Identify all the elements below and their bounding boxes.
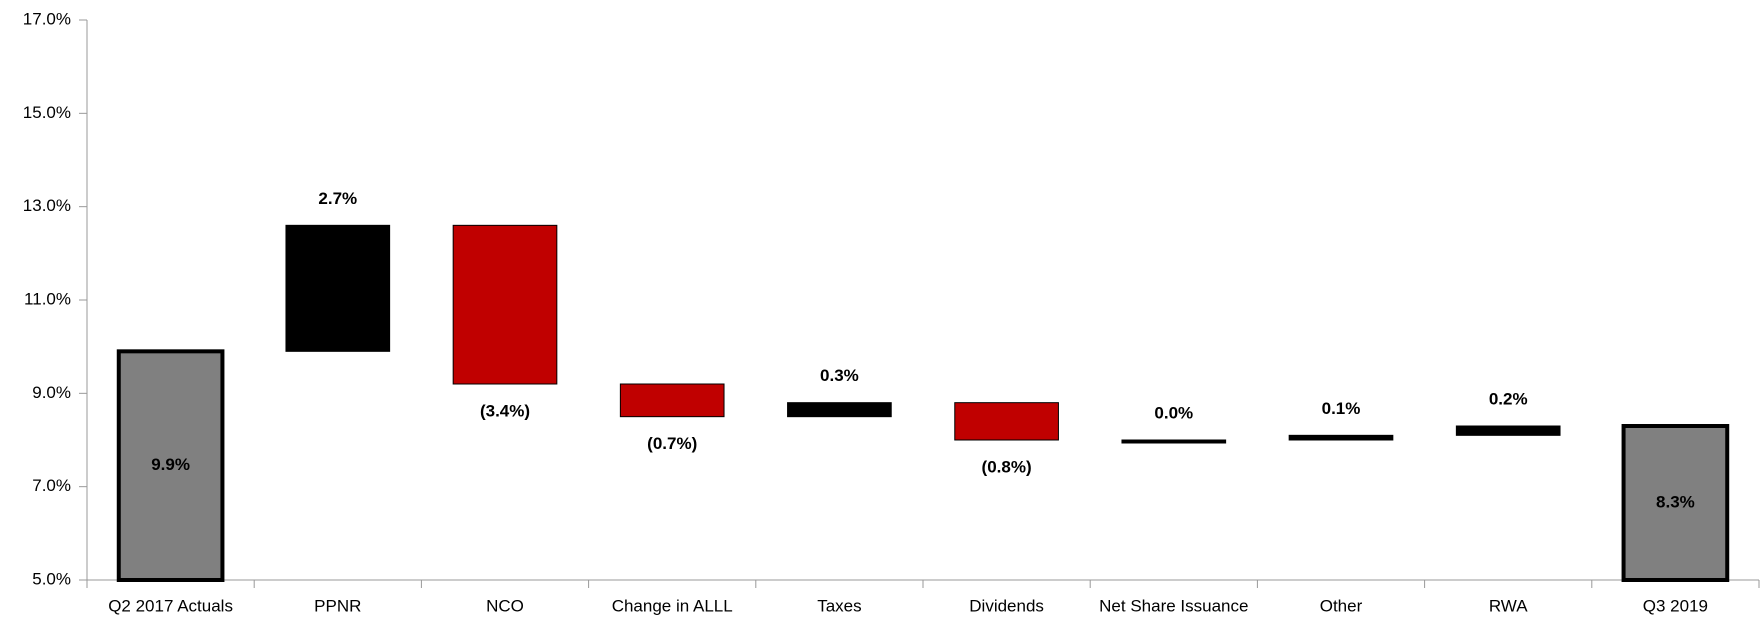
value-label: (0.7%)	[647, 434, 697, 453]
x-tick-label: Dividends	[969, 596, 1044, 615]
bar	[1121, 439, 1227, 444]
y-tick-label: 13.0%	[23, 196, 71, 215]
value-label: (3.4%)	[480, 401, 530, 420]
bar	[787, 402, 892, 418]
bar	[116, 349, 225, 583]
value-label: 0.0%	[1154, 403, 1193, 422]
x-tick-label: Net Share Issuance	[1099, 596, 1248, 615]
x-tick-label: Other	[1320, 596, 1363, 615]
bar	[452, 224, 558, 385]
y-tick-label: 17.0%	[23, 9, 71, 28]
y-tick-label: 9.0%	[32, 383, 71, 402]
value-label: 0.2%	[1489, 389, 1528, 408]
x-tick-label: PPNR	[314, 596, 361, 615]
bar	[619, 383, 725, 418]
x-tick-label: RWA	[1489, 596, 1528, 615]
value-label: 2.7%	[318, 189, 357, 208]
x-tick-label: Change in ALLL	[612, 596, 733, 615]
value-label: 0.1%	[1322, 399, 1361, 418]
value-label: 0.3%	[820, 366, 859, 385]
value-label: 8.3%	[1656, 492, 1695, 511]
bar	[285, 224, 391, 352]
value-label: 9.9%	[151, 455, 190, 474]
bar	[1455, 425, 1561, 436]
y-tick-label: 11.0%	[24, 289, 71, 308]
value-label: (0.8%)	[982, 457, 1032, 476]
bar	[954, 402, 1059, 441]
x-tick-label: Taxes	[817, 596, 861, 615]
x-tick-label: Q2 2017 Actuals	[108, 596, 233, 615]
y-tick-label: 15.0%	[23, 103, 71, 122]
bar	[1288, 434, 1394, 441]
y-tick-label: 5.0%	[32, 569, 71, 588]
y-tick-label: 7.0%	[32, 476, 71, 495]
bar	[1621, 424, 1730, 582]
x-tick-label: Q3 2019	[1643, 596, 1708, 615]
x-tick-label: NCO	[486, 596, 524, 615]
